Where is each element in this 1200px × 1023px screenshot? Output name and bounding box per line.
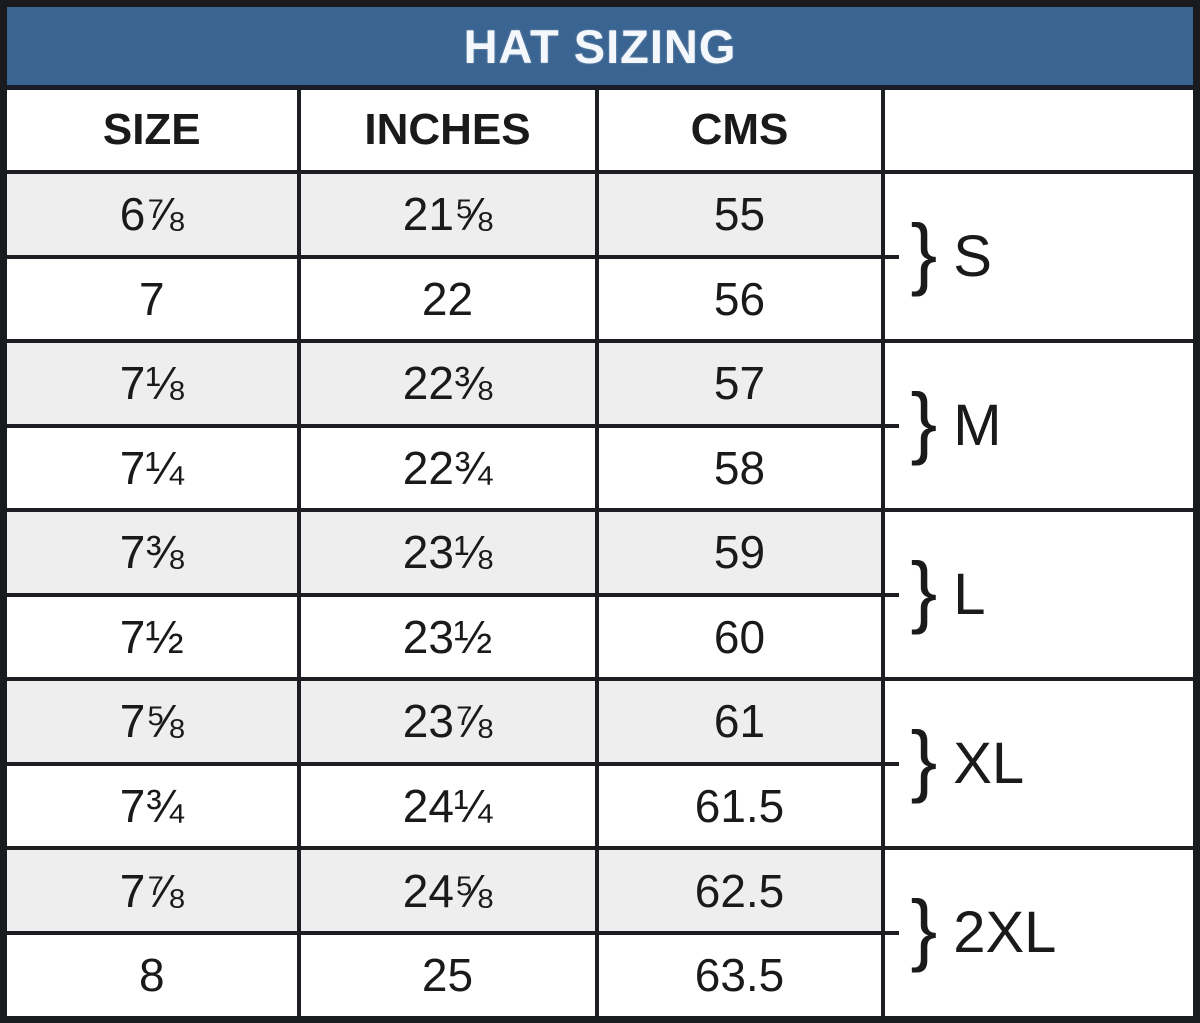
size-group-cell-xl: } XL: [880, 677, 1199, 851]
inches-cell: 22⅜: [296, 339, 599, 428]
size-cell: 8: [1, 930, 301, 1022]
inches-cell: 23⅞: [296, 677, 599, 766]
table-row: 7 22 56: [1, 254, 1197, 344]
inches-cell: 24¼: [296, 761, 599, 851]
table-row: 7½ 23½ 60: [1, 592, 1197, 682]
cms-cell: 56: [594, 254, 885, 344]
cms-cell: 63.5: [594, 930, 885, 1022]
size-cell: 7⅞: [1, 846, 301, 935]
size-group: } XL: [887, 714, 1193, 804]
table-row: 7⅝ 23⅞ 61 } XL: [1, 677, 1199, 851]
group-label: L: [953, 561, 986, 627]
table-row: 7⅜ 23⅛ 59 } L: [1, 508, 1199, 682]
curly-brace: }: [910, 376, 938, 466]
inches-cell: 21⅝: [296, 170, 599, 259]
table-row: 8 25 63.5: [1, 930, 1197, 1022]
curly-brace: }: [910, 884, 938, 974]
table-row: 7⅞ 24⅝ 62.5 } 2XL: [1, 846, 1199, 1022]
table-row: 6⅞ 21⅝ 55 } S: [1, 169, 1199, 344]
cms-cell: 55: [594, 170, 885, 259]
size-group-cell-2xl: } 2XL: [880, 846, 1199, 1022]
column-header-size: SIZE: [1, 85, 301, 174]
table-row: 7¼ 22¾ 58: [1, 423, 1197, 513]
size-group-cell-m: } M: [880, 339, 1199, 513]
size-cell: 7⅝: [1, 677, 301, 766]
group-label: S: [953, 223, 992, 289]
inches-cell: 23½: [296, 592, 599, 682]
cms-cell: 61: [594, 677, 885, 766]
cms-cell: 59: [594, 508, 885, 597]
size-group: } S: [887, 207, 1193, 297]
curly-brace: }: [910, 545, 938, 635]
size-cell: 7¼: [1, 423, 301, 513]
column-header-row: SIZE INCHES CMS: [1, 85, 1199, 174]
size-group-cell-s: } S: [880, 169, 1199, 344]
size-cell: 7¾: [1, 761, 301, 851]
title-row: HAT SIZING: [1, 1, 1199, 90]
cms-cell: 61.5: [594, 761, 885, 851]
inches-cell: 22¾: [296, 423, 599, 513]
size-group: } M: [887, 376, 1193, 466]
group-label: XL: [953, 730, 1025, 796]
inches-cell: 22: [296, 254, 599, 344]
size-cell: 6⅞: [1, 170, 301, 259]
curly-brace: }: [910, 207, 938, 297]
group-label: 2XL: [953, 900, 1057, 966]
cms-cell: 60: [594, 592, 885, 682]
size-group-cell-l: } L: [880, 508, 1199, 682]
column-header-inches: INCHES: [296, 85, 599, 174]
column-header-group: [880, 85, 1199, 174]
size-group: } 2XL: [887, 884, 1193, 974]
table-title: HAT SIZING: [1, 1, 1199, 90]
size-cell: 7⅜: [1, 508, 301, 597]
curly-brace: }: [910, 714, 938, 804]
inches-cell: 25: [296, 930, 599, 1022]
group-label: M: [953, 392, 1002, 458]
cms-cell: 58: [594, 423, 885, 513]
inches-cell: 23⅛: [296, 508, 599, 597]
size-cell: 7½: [1, 592, 301, 682]
inches-cell: 24⅝: [296, 846, 599, 935]
size-cell: 7⅛: [1, 339, 301, 428]
size-cell: 7: [1, 254, 301, 344]
table-row: 7⅛ 22⅜ 57 } M: [1, 339, 1199, 513]
cms-cell: 57: [594, 339, 885, 428]
cms-cell: 62.5: [594, 846, 885, 935]
size-group: } L: [887, 545, 1193, 635]
column-header-cms: CMS: [594, 85, 885, 174]
table-row: 7¾ 24¼ 61.5: [1, 761, 1197, 851]
